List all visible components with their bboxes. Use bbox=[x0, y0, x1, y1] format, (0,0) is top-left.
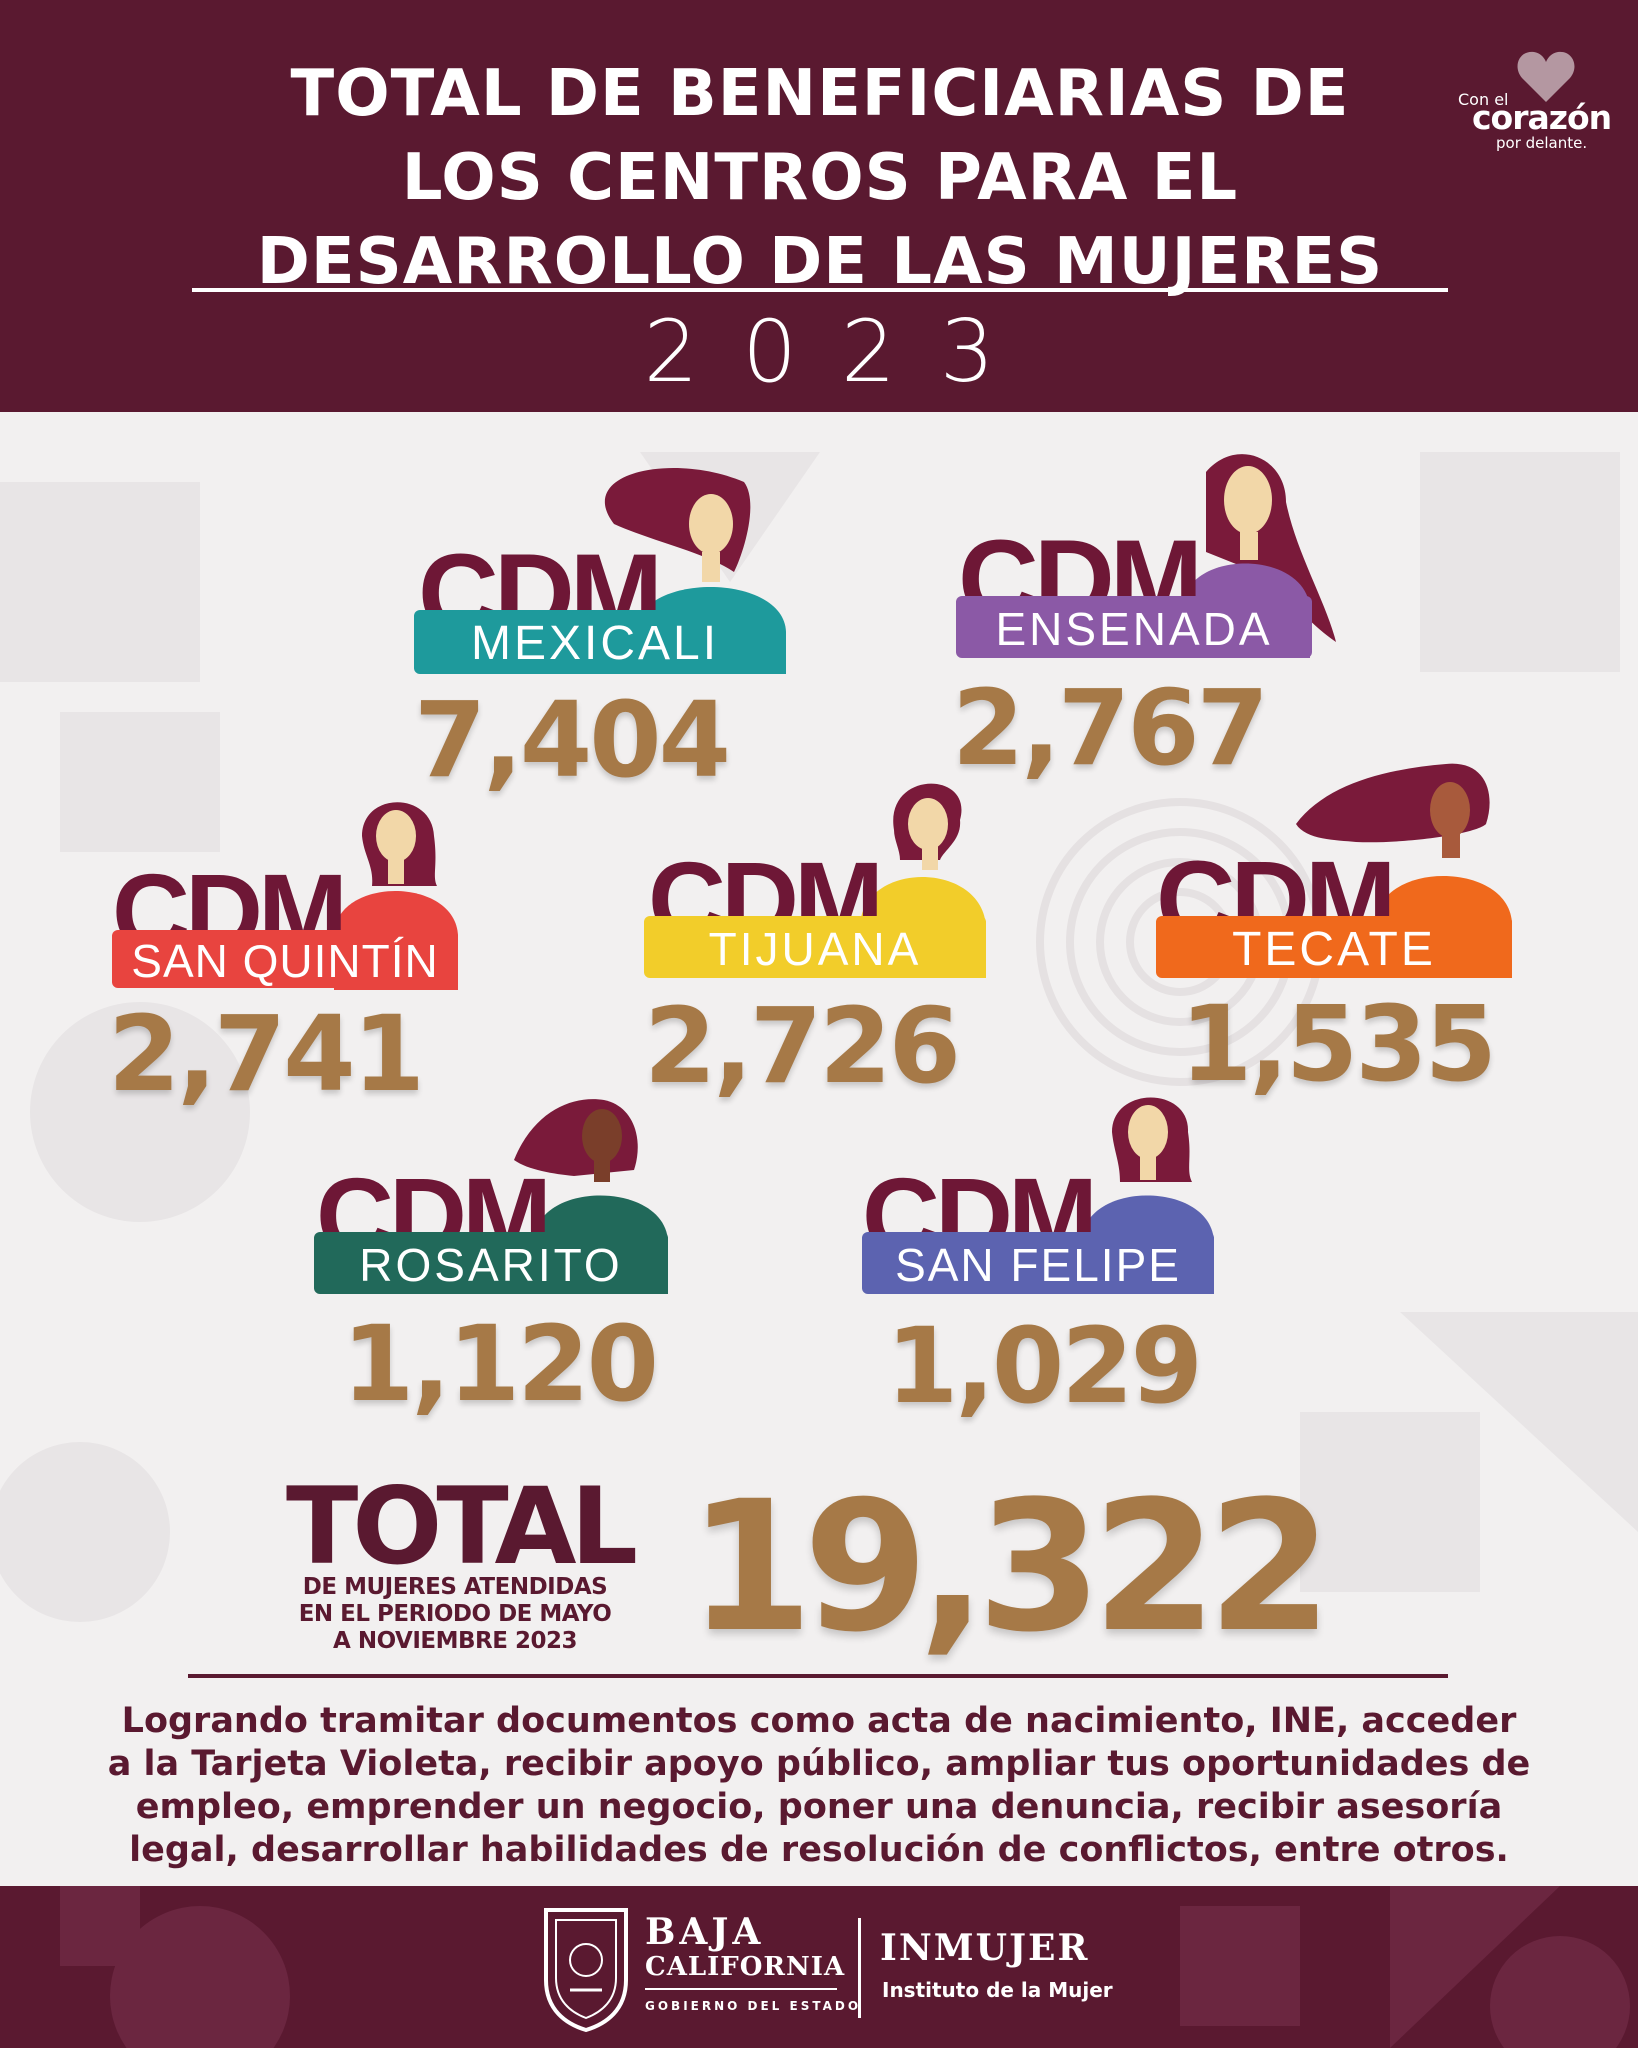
total-count: 19,322 bbox=[688, 1463, 1333, 1672]
cdm-name-band: ENSENADA bbox=[956, 596, 1312, 658]
description-line: Logrando tramitar documentos como acta d… bbox=[121, 1701, 1517, 1741]
cdm-name-band: TECATE bbox=[1156, 916, 1512, 978]
services-description: Logrando tramitar documentos como acta d… bbox=[80, 1700, 1558, 1872]
cdm-name: MEXICALI bbox=[470, 617, 720, 670]
cdm-name-band: MEXICALI bbox=[414, 610, 776, 674]
description-line: legal, desarrollar habilidades de resolu… bbox=[129, 1830, 1509, 1870]
title-line: TOTAL DE BENEFICIARIAS DE bbox=[290, 57, 1350, 131]
header-banner: TOTAL DE BENEFICIARIAS DE LOS CENTROS PA… bbox=[0, 0, 1638, 412]
cdm-name-band: ROSARITO bbox=[314, 1232, 668, 1294]
beneficiary-count: 1,029 bbox=[886, 1305, 1203, 1427]
total-caption-line: DE MUJERES ATENDIDAS bbox=[302, 1574, 608, 1600]
cdm-name-band: SAN QUINTÍN bbox=[112, 930, 458, 988]
beneficiary-count: 2,726 bbox=[644, 985, 961, 1107]
cdm-card-san-quintin: CDM SAN QUINTÍN 2,741 bbox=[108, 796, 492, 1116]
institute-name: INMUJER bbox=[880, 1927, 1090, 1969]
cdm-name: ROSARITO bbox=[359, 1239, 623, 1291]
cdm-name: SAN QUINTÍN bbox=[131, 935, 439, 987]
footer-banner: BAJA CALIFORNIA GOBIERNO DEL ESTADO INMU… bbox=[0, 1886, 1638, 2048]
beneficiary-count: 2,767 bbox=[952, 667, 1269, 789]
footer-pattern bbox=[60, 1886, 1630, 2048]
cdm-card-ensenada: CDM ENSENADA 2,767 bbox=[952, 452, 1356, 792]
cdm-card-mexicali: CDM MEXICALI 7,404 bbox=[414, 462, 794, 792]
cdm-name: TECATE bbox=[1232, 923, 1436, 976]
description-line: empleo, emprender un negocio, poner una … bbox=[135, 1787, 1503, 1827]
cdm-name: TIJUANA bbox=[708, 923, 922, 975]
total-label: TOTAL bbox=[286, 1465, 638, 1588]
title-divider bbox=[192, 288, 1448, 292]
cdm-card-tecate: CDM TECATE 1,535 bbox=[1156, 763, 1556, 1105]
beneficiary-count: 1,120 bbox=[342, 1303, 659, 1425]
cdm-name-band: SAN FELIPE bbox=[862, 1232, 1214, 1294]
cdm-card-tijuana: CDM TIJUANA 2,726 bbox=[644, 780, 1024, 1110]
brand-logo: Con el corazón por delante. bbox=[1458, 48, 1618, 158]
logo-separator bbox=[858, 1918, 861, 2018]
title-line: LOS CENTROS PARA EL bbox=[401, 141, 1239, 215]
total-caption: DE MUJERES ATENDIDAS EN EL PERIODO DE MA… bbox=[262, 1574, 648, 1655]
background-pattern bbox=[0, 412, 1638, 1886]
cdm-name: ENSENADA bbox=[995, 603, 1273, 655]
total-caption-line: EN EL PERIODO DE MAYO bbox=[298, 1601, 612, 1627]
total-caption-line: A NOVIEMBRE 2023 bbox=[333, 1628, 577, 1654]
beneficiary-count: 7,404 bbox=[414, 679, 731, 801]
gov-name: BAJA bbox=[645, 1911, 765, 1953]
cdm-name-band: TIJUANA bbox=[644, 916, 986, 978]
cdm-card-rosarito: CDM ROSARITO 1,120 bbox=[314, 1090, 694, 1420]
gov-name: CALIFORNIA bbox=[645, 1952, 846, 1982]
beneficiary-count: 1,535 bbox=[1180, 983, 1497, 1105]
description-line: a la Tarjeta Violeta, recibir apoyo públ… bbox=[107, 1744, 1531, 1784]
brand-text: Con el bbox=[1458, 90, 1509, 109]
state-seal-icon bbox=[544, 1908, 628, 2032]
heart-icon bbox=[1517, 51, 1575, 102]
brand-text: por delante. bbox=[1496, 134, 1588, 152]
cdm-card-san-felipe: CDM SAN FELIPE 1,029 bbox=[862, 1092, 1242, 1422]
beneficiary-count: 2,741 bbox=[108, 993, 425, 1115]
title-line: DESARROLLO DE LAS MUJERES bbox=[256, 225, 1384, 299]
page-title: TOTAL DE BENEFICIARIAS DE LOS CENTROS PA… bbox=[150, 52, 1490, 304]
cdm-name: SAN FELIPE bbox=[895, 1239, 1181, 1291]
gov-divider bbox=[645, 1988, 837, 1990]
gov-subtitle: GOBIERNO DEL ESTADO bbox=[645, 1999, 862, 2013]
institute-subtitle: Instituto de la Mujer bbox=[882, 1978, 1113, 2002]
section-divider bbox=[188, 1674, 1448, 1678]
brand-text: corazón bbox=[1472, 98, 1612, 137]
year-label: 2023 bbox=[643, 302, 1039, 402]
